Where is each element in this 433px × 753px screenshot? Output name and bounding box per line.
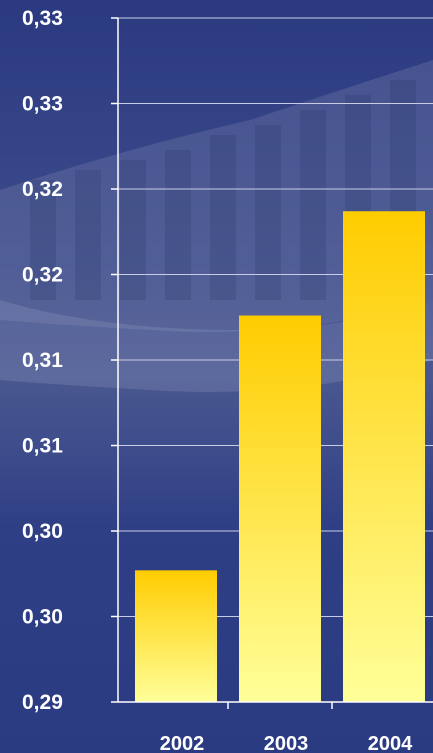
x-tick-label: 2004 — [368, 733, 413, 753]
axes — [111, 17, 433, 709]
y-tick-label: 0,30 — [22, 606, 63, 629]
bar-2003 — [239, 315, 321, 702]
y-tick-label: 0,31 — [22, 435, 63, 458]
y-tick-label: 0,29 — [22, 691, 63, 714]
bar-2004 — [343, 211, 425, 703]
x-tick-labels: 2002 2003 2004 — [160, 733, 413, 753]
y-tick-label: 0,31 — [22, 349, 63, 372]
bars — [135, 211, 425, 703]
y-tick-label: 0,33 — [22, 7, 63, 30]
x-tick-label: 2002 — [160, 733, 205, 753]
y-tick-label: 0,30 — [22, 520, 63, 543]
y-tick-label: 0,32 — [22, 264, 63, 287]
y-tick-label: 0,33 — [22, 93, 63, 116]
y-tick-labels: 0,29 0,30 0,30 0,31 0,31 0,32 0,32 0,33 0,33 — [22, 7, 63, 714]
y-tick-label: 0,32 — [22, 178, 63, 201]
x-tick-label: 2003 — [264, 733, 309, 753]
bar-2002 — [135, 570, 217, 702]
